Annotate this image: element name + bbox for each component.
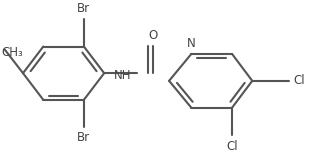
Text: Cl: Cl	[294, 74, 305, 87]
Text: CH₃: CH₃	[2, 46, 23, 59]
Text: Br: Br	[77, 131, 90, 144]
Text: NH: NH	[114, 69, 131, 82]
Text: Cl: Cl	[226, 140, 238, 153]
Text: O: O	[148, 29, 157, 42]
Text: Br: Br	[77, 2, 90, 15]
Text: N: N	[187, 37, 196, 50]
